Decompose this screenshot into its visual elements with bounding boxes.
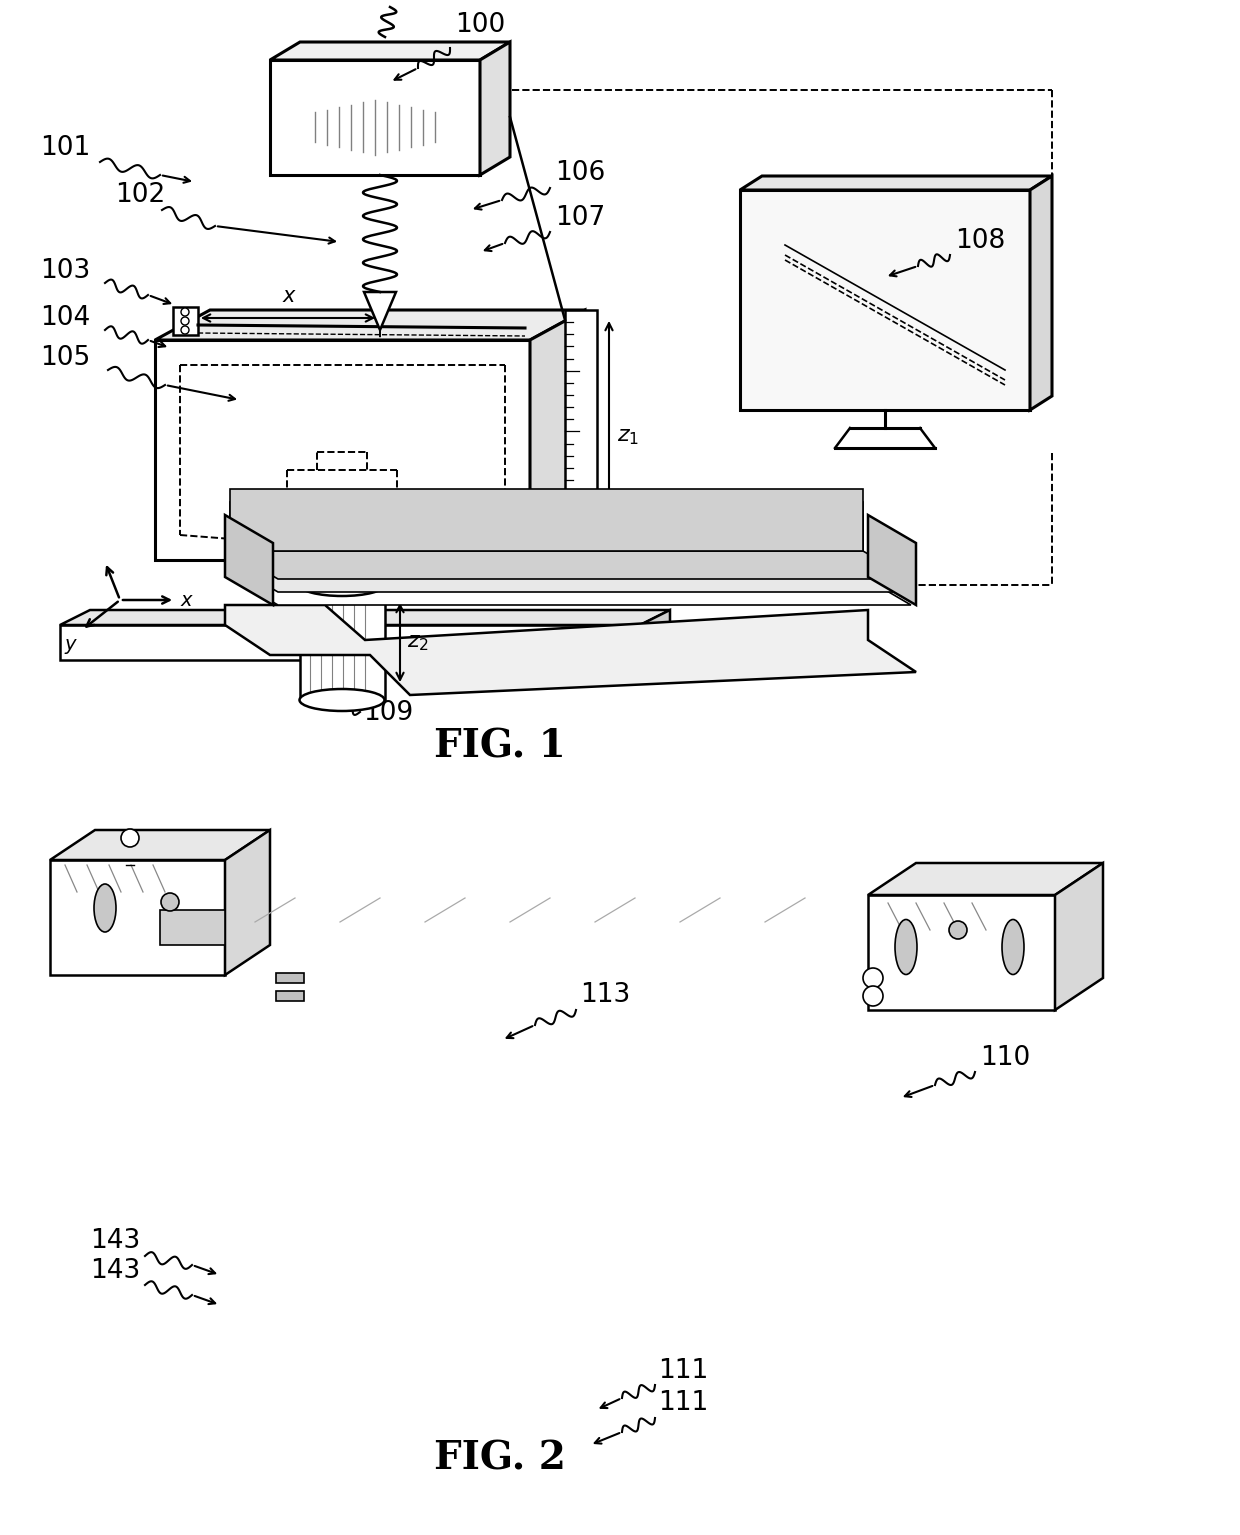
Bar [277,973,304,982]
Ellipse shape [279,500,424,550]
Text: x: x [283,286,295,305]
Text: 101: 101 [40,135,91,161]
Polygon shape [740,177,1052,190]
Text: 111: 111 [658,1358,708,1385]
Polygon shape [1055,863,1104,1010]
Text: y: y [64,635,76,654]
Polygon shape [60,609,670,625]
Polygon shape [640,609,670,660]
Text: 107: 107 [556,206,605,230]
Polygon shape [229,490,863,551]
Polygon shape [270,41,510,60]
Circle shape [863,985,883,1005]
Bar [277,992,304,1001]
Text: FIG. 2: FIG. 2 [434,1440,565,1478]
Text: FIG. 1: FIG. 1 [434,728,565,766]
Text: x: x [180,591,191,609]
Polygon shape [365,292,396,330]
Polygon shape [50,860,224,975]
Text: 110: 110 [980,1045,1030,1071]
Polygon shape [224,830,270,975]
Polygon shape [1030,177,1052,410]
Text: 108: 108 [955,229,1006,253]
Polygon shape [868,516,916,605]
Text: 105: 105 [40,345,91,371]
Polygon shape [480,41,510,175]
Polygon shape [740,190,1030,410]
Polygon shape [224,516,273,605]
Polygon shape [229,577,911,605]
Text: 106: 106 [556,160,605,186]
Text: $z_2$: $z_2$ [407,632,429,652]
Text: 104: 104 [40,305,91,332]
Circle shape [863,969,883,989]
Text: 103: 103 [40,258,91,284]
Polygon shape [174,307,198,335]
Text: 143: 143 [89,1228,140,1254]
Polygon shape [300,585,384,700]
Circle shape [181,309,188,316]
Polygon shape [565,310,596,565]
Circle shape [161,893,179,910]
Polygon shape [229,563,911,593]
Text: 109: 109 [363,700,413,726]
Polygon shape [229,516,863,577]
Text: 113: 113 [580,982,630,1008]
Ellipse shape [300,574,384,596]
Circle shape [949,921,967,939]
Polygon shape [60,625,640,660]
Polygon shape [160,910,224,946]
Text: 102: 102 [115,183,165,209]
Polygon shape [155,339,529,560]
Polygon shape [229,502,863,563]
Polygon shape [50,830,270,860]
Polygon shape [155,310,585,339]
Polygon shape [529,310,585,560]
Circle shape [181,325,188,335]
Circle shape [181,318,188,325]
Polygon shape [229,551,911,579]
Polygon shape [868,863,1104,895]
Circle shape [122,829,139,847]
Ellipse shape [895,919,918,975]
Text: $z_1$: $z_1$ [618,427,639,447]
Ellipse shape [94,884,117,932]
Polygon shape [224,605,916,695]
Ellipse shape [1002,919,1024,975]
Text: 143: 143 [89,1259,140,1283]
Text: 111: 111 [658,1391,708,1415]
Ellipse shape [300,689,384,711]
Polygon shape [270,60,480,175]
Polygon shape [868,895,1055,1010]
Text: 100: 100 [455,12,505,38]
